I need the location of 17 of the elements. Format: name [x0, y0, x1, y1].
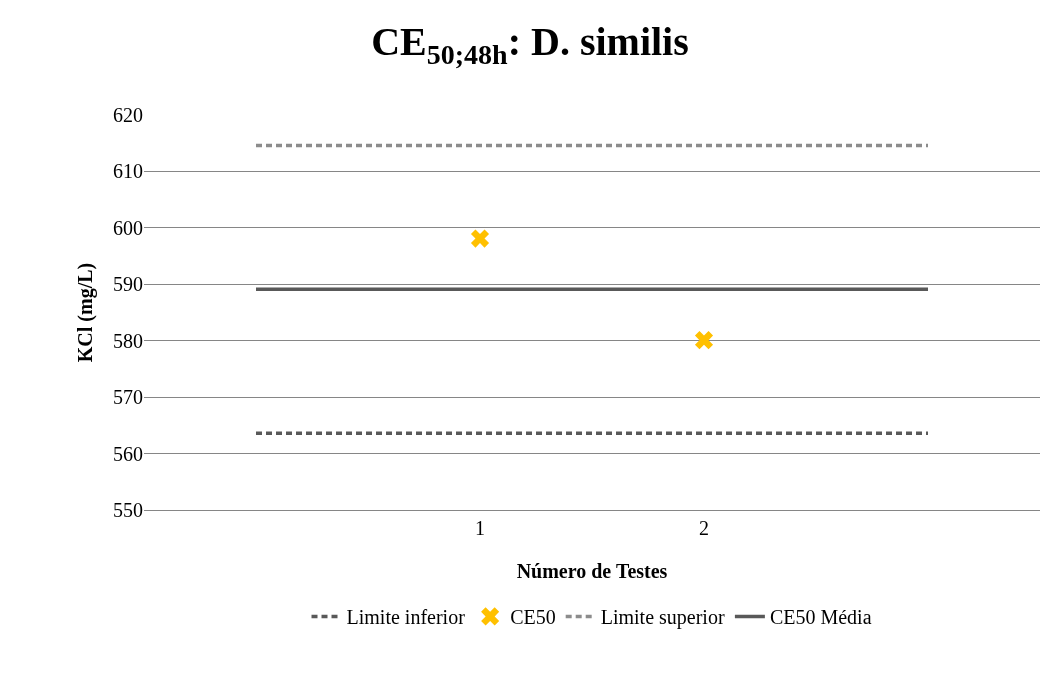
y-tick-label: 580: [113, 329, 143, 352]
chart-title: CE$_{50;48h}$: D. similis: [371, 19, 689, 70]
legend-label: Limite inferior: [346, 606, 466, 629]
y-tick-label: 570: [113, 386, 143, 409]
y-tick-label: 620: [113, 104, 143, 126]
legend-label: Limite superior: [600, 606, 725, 630]
y-tick-label: 610: [113, 160, 143, 183]
y-tick-label: 600: [113, 216, 143, 239]
y-tick-label: 550: [113, 499, 143, 521]
y-tick-label: 560: [113, 442, 143, 465]
legend-label: CE50: [510, 606, 556, 629]
x-tick-label: 1: [475, 517, 485, 539]
x-axis-title: Número de Testes: [516, 559, 668, 582]
x-tick-label: 2: [699, 517, 709, 539]
y-tick-label: 590: [113, 273, 143, 296]
legend-label: CE50 Média: [769, 606, 872, 629]
y-axis-title: KCl (mg/L): [73, 262, 97, 363]
